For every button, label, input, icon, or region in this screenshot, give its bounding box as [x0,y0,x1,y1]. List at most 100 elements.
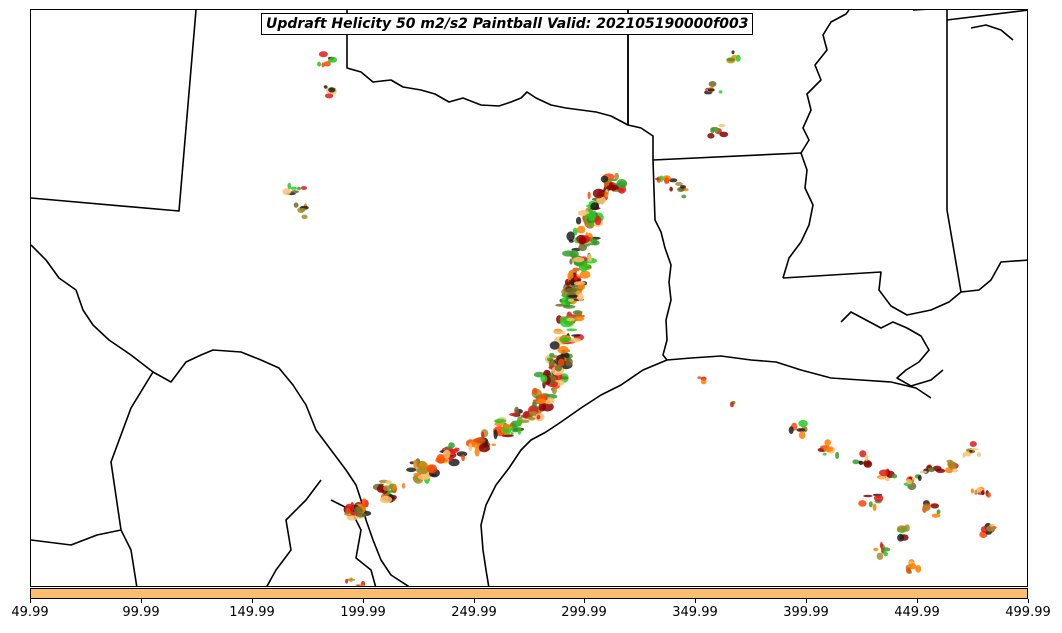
state-line-la-ms [782,271,962,316]
state-line-ok [346,10,629,126]
paintball-marker [946,459,953,463]
colorbar-tick-mark [695,599,696,603]
paintball-marker [549,352,555,358]
paintball-marker [409,461,415,465]
paintball-marker [606,184,619,191]
paintball-marker [345,578,349,584]
paintball-marker [868,501,873,508]
paintball-marker [592,188,605,199]
paintball-marker [579,270,591,279]
paintball-marker [323,61,331,67]
paintball-marker [577,276,582,279]
paintball-marker [915,565,922,573]
colorbar-tick-label: 399.99 [783,605,829,620]
colorbar-tick-mark [252,599,253,603]
paintball-marker [379,495,393,504]
paintball-marker [565,357,573,367]
paintball-marker [962,452,966,459]
paintball-marker [574,276,578,281]
paintball-marker [897,525,907,531]
paintball-marker [917,475,922,481]
paintball-marker [491,443,497,446]
paintball-marker [863,460,873,468]
paintball-marker [583,243,590,247]
paintball-marker [523,411,530,419]
paintball-marker [835,451,840,460]
paintball-marker [323,85,328,89]
paintball-marker [731,50,735,55]
paintball-marker [930,503,940,509]
paintball-marker [919,470,928,474]
paintball-marker [535,395,539,399]
colorbar-tick-label: 449.99 [894,605,940,620]
paintball-marker [872,503,877,512]
paintball-marker [569,258,573,265]
paintball-marker [536,414,541,420]
paintball-marker [494,422,505,427]
paintball-marker [823,446,834,453]
paintball-marker [472,438,485,443]
paintball-marker [350,501,355,512]
paintball-marker [418,474,431,480]
paintball-marker [798,419,808,428]
paintball-marker [906,479,913,485]
paintball-marker [591,240,600,246]
paintball-marker [680,185,686,189]
colorbar-tick-mark [806,599,807,603]
paintball-marker [577,284,586,290]
colorbar-tick-mark [141,599,142,603]
paintball-marker [565,296,571,306]
paintball-marker [328,87,336,93]
colorbar-tick-mark [584,599,585,603]
paintball-marker [568,338,582,343]
paintball-marker [355,512,367,518]
paintball-marker [562,304,576,309]
paintball-marker [863,494,873,498]
paintball-marker [578,236,587,245]
colorbar-tick-label: 149.99 [229,605,275,620]
paintball-marker [318,51,328,58]
paintball-marker [697,376,701,379]
paintball-marker [587,191,591,200]
paintball-marker [824,439,831,446]
paintball-marker [571,334,581,337]
paintball-marker [537,398,546,405]
paintball-marker [726,58,736,62]
paintball-marker [575,216,582,225]
paintball-marker [494,418,507,424]
paintball-marker [567,271,574,281]
paintball-marker [719,131,729,138]
paintball-marker [572,267,580,272]
paintball-marker [707,88,715,92]
paintball-marker [573,281,586,286]
paintball-marker [317,61,322,67]
paintball-marker [587,253,592,263]
map-canvas [31,10,1027,586]
paintball-marker [548,359,555,368]
paintball-marker [528,411,538,415]
colorbar-tick-mark [474,599,475,603]
state-line-ar-la [652,152,802,161]
paintball-marker [675,181,683,186]
paintball-marker [442,449,451,459]
paintball-marker [600,175,609,183]
paintball-marker [669,186,673,192]
paintball-marker [503,423,511,430]
paintball-marker [514,406,519,415]
paintball-marker [456,451,468,457]
paintball-marker [587,211,596,222]
paintball-marker [858,500,867,507]
colorbar-tick-label: 249.99 [451,605,497,620]
paintball-marker [891,474,898,479]
paintball-marker [360,580,366,586]
colorbar-tick-label: 99.99 [122,605,160,620]
paintball-marker [531,401,537,409]
paintball-marker [681,194,687,199]
paintball-marker [576,225,586,234]
paintball-marker [931,513,941,518]
map-title: Updraft Helicity 50 m2/s2 Paintball Vali… [261,13,754,35]
paintball-marker [436,454,445,464]
paintball-marker [873,547,879,552]
paintball-markers [282,50,997,586]
paintball-marker [406,467,417,473]
